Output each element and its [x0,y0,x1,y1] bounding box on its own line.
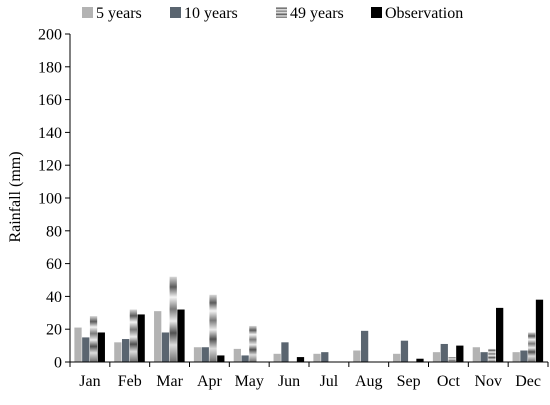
y-tick-label: 160 [38,92,62,109]
x-tick-label-mar: Mar [156,373,183,390]
bar-10-years-oct [440,343,448,362]
bar-5-years-mar [154,311,162,362]
bar-10-years-apr [201,347,209,362]
bar-49-years-mar [169,276,177,362]
bar-5-years-jan [74,327,82,362]
bar-49-years-apr [209,294,217,362]
x-tick-label-may: May [235,373,264,390]
bar-observation-nov [496,307,504,362]
bar-observation-jan [97,332,105,362]
legend-label: 5 years [96,5,142,22]
y-tick-label: 60 [46,256,62,273]
y-tick-label: 200 [38,27,62,44]
y-tick-label: 0 [54,355,62,372]
bar-10-years-aug [360,330,369,362]
legend: 5 years 10 years 49 years Observation [82,5,463,22]
bar-10-years-jun [281,342,289,362]
bar-10-years-jan [82,337,90,362]
legend-swatch [371,7,382,18]
bar-10-years-may [241,355,249,362]
y-tick-label: 120 [38,158,62,175]
bar-5-years-feb [114,342,122,362]
legend-item-observation: Observation [371,5,463,22]
bar-49-years-nov [488,348,496,362]
bar-49-years-jan [89,316,98,362]
bar-observation-apr [217,355,225,362]
bar-49-years-feb [129,309,138,362]
bar-5-years-jul [313,353,321,362]
x-axis: Jan Feb Mar Apr May Jun Jul Aug Sep Oct Nov Dec [69,361,549,390]
bar-10-years-feb [121,339,130,362]
y-axis: 0 20 40 60 80 100 120 140 160 180 200 [38,27,71,372]
bar-5-years-dec [512,352,520,362]
x-tick-label-feb: Feb [118,373,142,390]
x-tick-label-jan: Jan [79,373,100,390]
bar-10-years-jul [321,352,329,362]
bar-5-years-aug [353,350,361,362]
legend-swatch [170,7,181,18]
bar-5-years-nov [472,347,480,362]
bar-observation-dec [535,299,544,362]
bar-10-years-nov [480,352,488,362]
x-tick-label-aug: Aug [355,373,383,390]
bar-5-years-oct [432,352,441,362]
x-tick-label-jul: Jul [320,373,339,390]
bar-10-years-dec [520,350,528,362]
y-tick-label: 140 [38,125,62,142]
bar-49-years-oct [448,357,456,362]
y-axis-label: Rainfall (mm) [7,151,24,242]
legend-item-5-years: 5 years [82,5,142,22]
bar-10-years-sep [400,340,409,362]
legend-swatch [82,7,93,18]
y-tick-label: 40 [46,289,62,306]
bar-observation-jun [296,357,305,362]
y-tick-label: 80 [46,223,62,240]
legend-label: 49 years [290,5,344,22]
x-tick-label-jun: Jun [278,373,300,390]
x-tick-label-nov: Nov [474,373,502,390]
bar-observation-mar [177,309,185,362]
bars [74,276,544,362]
legend-label: 10 years [184,5,238,22]
bar-49-years-dec [528,332,536,362]
bar-5-years-jun [273,353,281,362]
bar-observation-oct [456,345,464,362]
bar-5-years-apr [193,347,202,362]
legend-label: Observation [385,5,463,22]
x-tick-label-sep: Sep [397,373,421,390]
bar-49-years-may [249,325,257,362]
bar-observation-sep [416,358,424,362]
bar-5-years-sep [393,353,401,362]
legend-swatch [276,7,287,18]
legend-item-49-years: 49 years [276,5,344,22]
bar-observation-feb [137,314,145,362]
bar-10-years-mar [161,332,170,362]
bar-5-years-may [233,348,241,362]
x-tick-label-apr: Apr [197,373,223,390]
legend-item-10-years: 10 years [170,5,238,22]
y-tick-label: 20 [46,322,62,339]
y-tick-label: 100 [38,191,62,208]
x-tick-label-oct: Oct [437,373,461,390]
x-tick-label-dec: Dec [515,373,541,390]
y-tick-label: 180 [38,59,62,76]
